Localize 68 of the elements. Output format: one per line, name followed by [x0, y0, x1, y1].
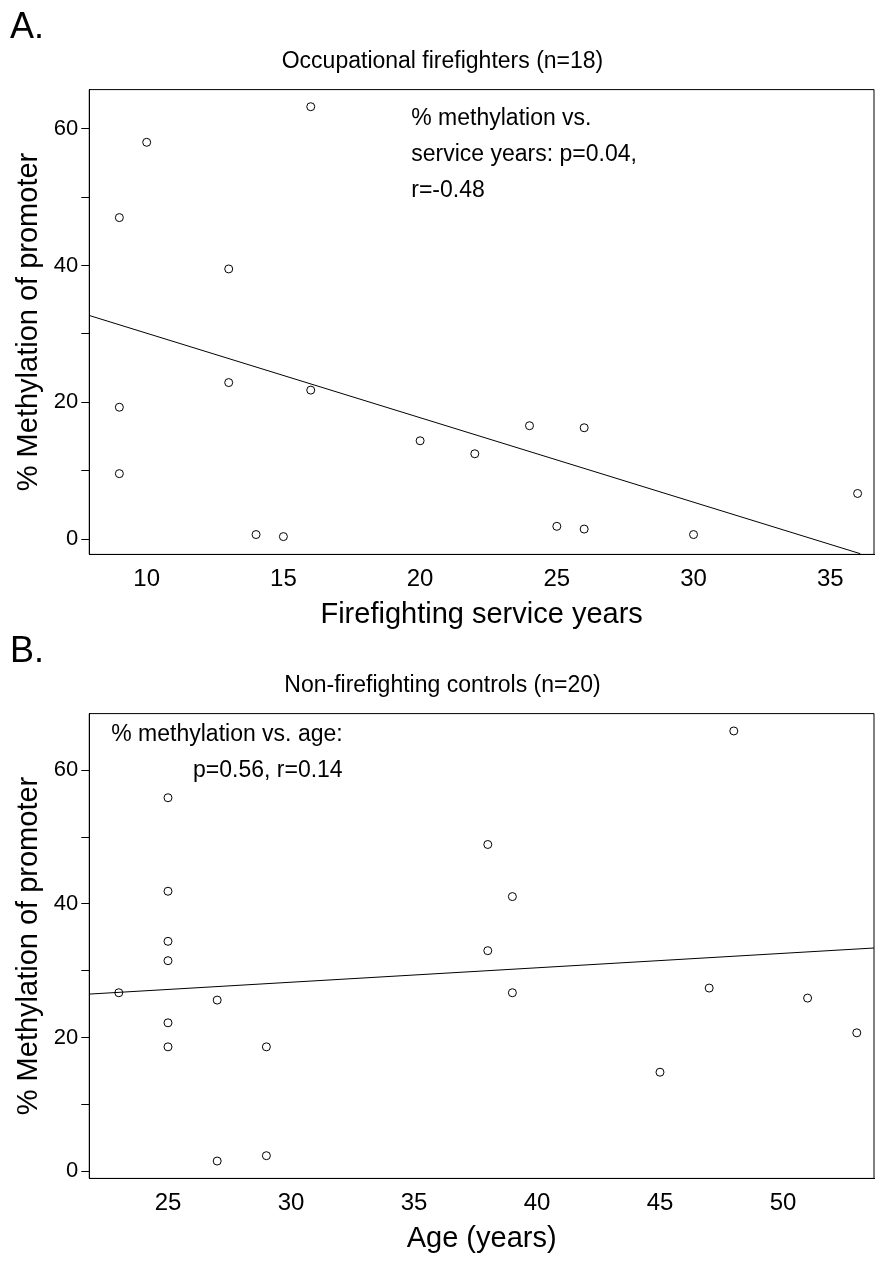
x-tick-label: 30	[277, 1188, 305, 1216]
y-tick-label: 20	[53, 388, 79, 414]
point	[114, 213, 124, 223]
point	[163, 1018, 173, 1028]
point	[163, 793, 173, 803]
point	[114, 469, 124, 479]
point	[415, 436, 425, 446]
x-tick-label: 10	[133, 564, 161, 592]
point	[163, 886, 173, 896]
y-tick-label: 0	[66, 525, 79, 551]
point	[142, 137, 152, 147]
x-tick-label: 40	[523, 1188, 551, 1216]
y-axis-title: % Methylation of promoter	[11, 152, 44, 492]
point	[224, 378, 234, 388]
point	[579, 524, 589, 534]
chart-title: Non-firefighting controls (n=20)	[284, 671, 601, 698]
point	[261, 1042, 271, 1052]
x-tick-label: 25	[154, 1188, 182, 1216]
point	[552, 521, 562, 531]
y-tick-label: 20	[53, 1023, 79, 1049]
y-tick-label: 0	[66, 1157, 79, 1183]
point	[704, 983, 714, 993]
point	[251, 530, 261, 540]
y-axis-title: % Methylation of promoter	[11, 776, 44, 1116]
point	[224, 264, 234, 274]
point	[278, 532, 288, 542]
x-tick-label: 35	[816, 564, 844, 592]
point	[689, 530, 699, 540]
x-tick-label: 20	[406, 564, 434, 592]
point	[729, 726, 739, 736]
point	[163, 1042, 173, 1052]
point	[114, 402, 124, 412]
x-tick-label: 45	[646, 1188, 674, 1216]
point	[483, 946, 493, 956]
x-tick-label: 50	[769, 1188, 797, 1216]
point	[306, 385, 316, 395]
x-tick-label: 30	[680, 564, 707, 592]
point	[853, 488, 863, 498]
point	[212, 1156, 222, 1166]
x-tick-label: 25	[543, 564, 571, 592]
y-tick-label: 60	[53, 756, 79, 782]
point	[483, 839, 493, 849]
x-tick-label: 15	[270, 564, 297, 592]
point	[470, 449, 480, 459]
point	[212, 995, 222, 1005]
x-tick-label: 35	[400, 1188, 428, 1216]
point	[163, 956, 173, 966]
text: B.	[10, 628, 45, 670]
point	[507, 988, 517, 998]
point	[507, 892, 517, 902]
point	[114, 988, 124, 998]
y-tick-label: 40	[53, 889, 79, 915]
point	[524, 421, 534, 431]
annotation: % methylation vs. age: p=0.56, r=0.14	[111, 720, 343, 783]
chart-title: Occupational firefighters (n=18)	[281, 47, 604, 74]
y-tick-label: 60	[53, 114, 79, 140]
x-axis-title: Age (years)	[406, 1220, 557, 1253]
point	[852, 1028, 862, 1038]
point	[306, 102, 316, 112]
text: A.	[10, 4, 45, 46]
point	[803, 993, 813, 1003]
point	[655, 1067, 665, 1077]
annotation: % methylation vs. service years: p=0.04, r=-0.48	[411, 104, 637, 203]
x-axis-title: Firefighting service years	[320, 596, 643, 629]
point	[163, 936, 173, 946]
point	[261, 1151, 271, 1161]
point	[579, 423, 589, 433]
y-tick-label: 40	[53, 251, 79, 277]
